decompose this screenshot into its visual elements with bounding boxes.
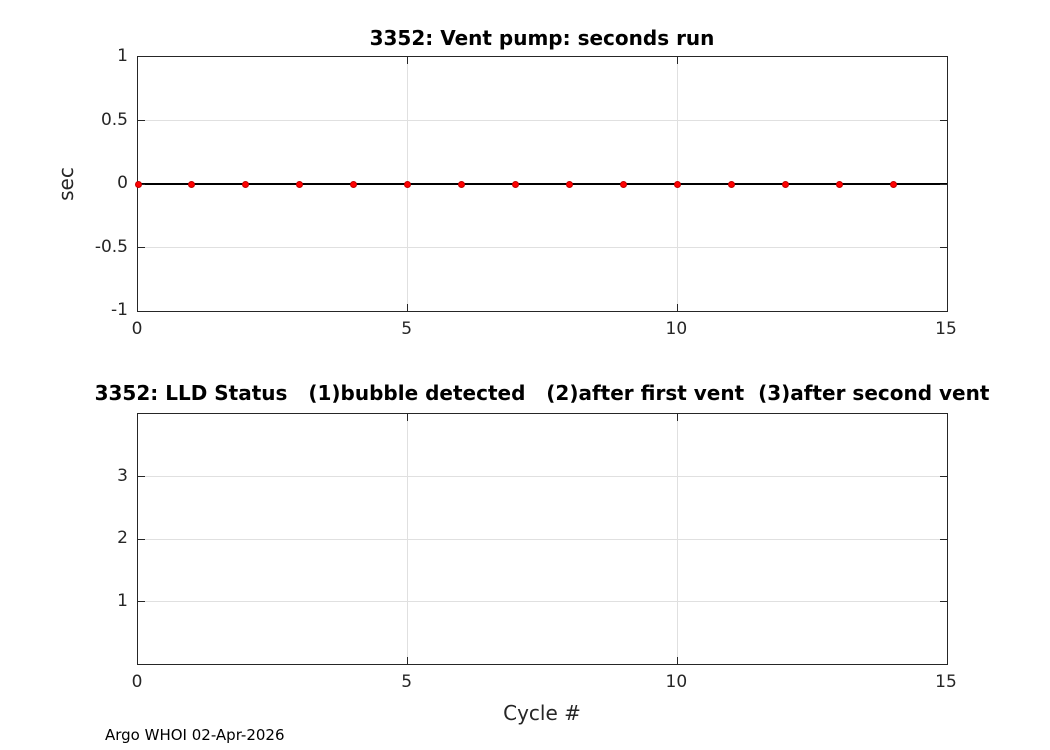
y-tick-label: 2 bbox=[117, 528, 128, 548]
figure-footer: Argo WHOI 02-Apr-2026 bbox=[105, 726, 285, 744]
data-point-marker bbox=[242, 180, 250, 188]
y-grid-line bbox=[138, 601, 947, 602]
y-grid-line bbox=[138, 247, 947, 248]
x-tick-label: 15 bbox=[935, 672, 957, 692]
y-tick-mark bbox=[940, 601, 947, 602]
data-point-marker bbox=[458, 180, 466, 188]
y-grid-line bbox=[138, 120, 947, 121]
zero-line bbox=[138, 183, 947, 185]
y-tick-mark bbox=[940, 538, 947, 540]
y-tick-label: -0.5 bbox=[94, 236, 128, 257]
cycle-number-xlabel: Cycle # bbox=[503, 701, 581, 725]
data-point-marker bbox=[673, 180, 681, 188]
lld-status-axes bbox=[137, 413, 948, 665]
y-tick-label: 3 bbox=[117, 465, 128, 486]
x-tick-label: 10 bbox=[665, 672, 688, 692]
data-point-marker bbox=[512, 180, 520, 188]
y-tick-mark bbox=[940, 183, 947, 185]
y-tick-label: 0.5 bbox=[100, 109, 128, 130]
data-point-marker bbox=[404, 180, 412, 188]
x-tick-mark bbox=[676, 657, 678, 664]
y-tick-label: -1 bbox=[111, 300, 128, 320]
data-point-marker bbox=[781, 180, 789, 188]
data-point-marker bbox=[727, 180, 735, 188]
data-point-marker bbox=[619, 180, 627, 188]
x-tick-label: 5 bbox=[401, 319, 413, 339]
y-tick-mark bbox=[940, 247, 947, 248]
data-point-marker bbox=[188, 180, 196, 188]
data-point-marker bbox=[350, 180, 358, 188]
x-tick-mark bbox=[407, 304, 409, 311]
lld-status-plot-title: 3352: LLD Status (1)bubble detected (2)a… bbox=[94, 381, 990, 405]
y-tick-mark bbox=[138, 601, 145, 602]
x-tick-mark bbox=[407, 657, 409, 664]
x-tick-label: 0 bbox=[131, 319, 143, 339]
data-point-marker bbox=[296, 180, 304, 188]
y-tick-mark bbox=[138, 538, 145, 540]
x-tick-mark bbox=[407, 414, 409, 421]
data-point-marker bbox=[889, 180, 897, 188]
y-tick-mark bbox=[138, 247, 145, 248]
x-tick-label: 0 bbox=[131, 672, 143, 692]
data-point-marker bbox=[565, 180, 573, 188]
y-tick-mark bbox=[138, 476, 145, 477]
y-tick-mark bbox=[940, 476, 947, 477]
x-tick-label: 15 bbox=[935, 319, 957, 339]
x-tick-label: 10 bbox=[665, 319, 688, 339]
x-tick-mark bbox=[676, 414, 678, 421]
x-tick-mark bbox=[407, 57, 409, 64]
vent-pump-plot-title: 3352: Vent pump: seconds run bbox=[369, 26, 715, 50]
y-tick-label: 1 bbox=[117, 590, 128, 611]
y-tick-label: 1 bbox=[117, 46, 128, 66]
x-tick-label: 5 bbox=[401, 672, 413, 692]
x-tick-mark bbox=[676, 57, 678, 64]
y-tick-mark bbox=[138, 120, 145, 121]
y-grid-line bbox=[138, 476, 947, 477]
x-tick-mark bbox=[676, 304, 678, 311]
y-tick-mark bbox=[138, 183, 145, 185]
y-tick-label: 0 bbox=[117, 173, 128, 193]
data-point-marker bbox=[835, 180, 843, 188]
data-point-marker bbox=[134, 180, 142, 188]
y-tick-mark bbox=[940, 120, 947, 121]
y-grid-line bbox=[138, 538, 947, 540]
vent-pump-axes bbox=[134, 56, 948, 312]
